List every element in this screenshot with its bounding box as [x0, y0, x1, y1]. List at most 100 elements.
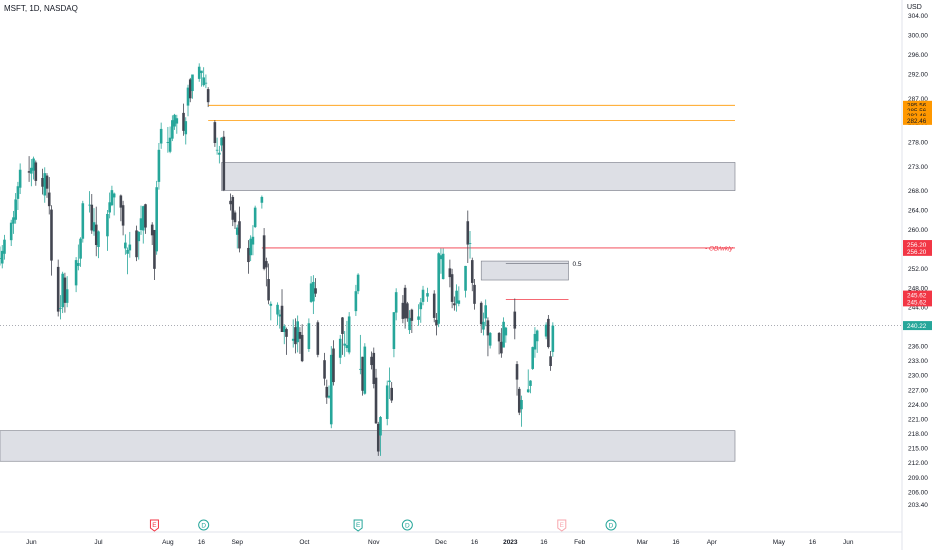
- candle-body: [488, 332, 492, 346]
- candle-body: [153, 229, 156, 269]
- candle-body: [421, 289, 425, 302]
- candle-body: [108, 202, 111, 213]
- y-tick-label: 260.00: [908, 227, 928, 234]
- candle-body: [502, 321, 505, 348]
- candle-body: [372, 352, 376, 384]
- candle-body: [59, 308, 62, 309]
- candle-body: [61, 273, 64, 308]
- candle-body: [276, 304, 279, 315]
- candle-body: [166, 142, 170, 144]
- price-badge: [903, 115, 932, 125]
- candle-body: [403, 287, 407, 319]
- level-label: 0.5: [573, 261, 582, 268]
- candle-body: [262, 235, 266, 269]
- dividend-marker-label: D: [405, 523, 410, 530]
- candle-body: [497, 332, 501, 342]
- y-tick-label: 252.00: [908, 266, 928, 273]
- supply-demand-zone: [0, 430, 736, 462]
- candle-body: [135, 230, 138, 258]
- candle-body: [410, 309, 414, 321]
- earnings-marker: [557, 519, 567, 532]
- candle-body: [173, 114, 176, 127]
- candle-body: [419, 302, 423, 310]
- candle-body: [30, 167, 33, 174]
- x-tick-label: Nov: [368, 539, 380, 546]
- candle-body: [184, 121, 188, 135]
- candle-body: [260, 196, 264, 203]
- candle-body: [435, 319, 438, 326]
- candle-body: [361, 356, 364, 391]
- candle-body: [16, 186, 20, 199]
- candle-body: [92, 222, 96, 232]
- candle-body: [202, 77, 205, 86]
- candle-body: [168, 137, 172, 152]
- candle-body: [376, 423, 380, 452]
- x-tick-label: Dec: [435, 539, 447, 546]
- candle-body: [235, 227, 239, 235]
- y-tick-label: 264.00: [908, 208, 928, 215]
- candle-body: [417, 316, 420, 320]
- candle-body: [468, 243, 472, 244]
- candle-body: [298, 332, 302, 339]
- y-tick-label: 244.00: [908, 305, 928, 312]
- candle-body: [291, 338, 295, 341]
- price-badges: 285.56285.56282.46282.46256.20256.20245.…: [903, 100, 932, 331]
- candle-body: [354, 291, 358, 312]
- candle-body: [45, 175, 49, 189]
- candle-body: [251, 236, 255, 245]
- candle-body: [280, 305, 284, 333]
- candle-body: [267, 279, 270, 301]
- candle-body: [253, 207, 257, 228]
- dividend-marker: [401, 519, 413, 531]
- x-tick-label: Jun: [26, 539, 37, 546]
- candle-body: [106, 213, 109, 237]
- candle-body: [79, 238, 82, 259]
- candle-body: [529, 380, 532, 386]
- earnings-marker-label: E: [356, 522, 361, 529]
- candle-body: [171, 120, 174, 139]
- y-tick-label: 221.00: [908, 416, 928, 423]
- candle-body: [50, 209, 53, 261]
- zones: [0, 162, 736, 462]
- earnings-marker-label: E: [560, 522, 565, 529]
- candle-body: [388, 380, 391, 383]
- candle-body: [439, 255, 443, 260]
- y-tick-label: 296.00: [908, 52, 928, 59]
- candle-body: [345, 345, 349, 349]
- dividend-marker: [605, 519, 617, 531]
- x-tick-label: 16: [672, 539, 680, 546]
- dividend-marker: [198, 519, 210, 531]
- candle-body: [457, 300, 461, 304]
- y-tick-label: 227.00: [908, 387, 928, 394]
- candle-body: [137, 231, 141, 242]
- y-tick-label: 206.00: [908, 489, 928, 496]
- candle-body: [408, 317, 411, 331]
- candle-body: [296, 321, 299, 343]
- y-tick-label: 273.00: [908, 164, 928, 171]
- candle-body: [374, 377, 378, 424]
- candle-body: [159, 128, 163, 144]
- candle-body: [406, 303, 409, 319]
- candle-body: [247, 247, 250, 263]
- candle-body: [515, 364, 519, 380]
- candle-body: [307, 323, 311, 350]
- candle-body: [121, 205, 125, 226]
- candles: [0, 63, 555, 456]
- candle-body: [43, 173, 47, 196]
- candle-body: [124, 242, 127, 249]
- candle-body: [332, 348, 335, 383]
- x-tick-label: 16: [540, 539, 548, 546]
- candle-body: [513, 311, 517, 329]
- candle-body: [141, 206, 145, 231]
- candle-body: [63, 277, 67, 303]
- candle-body: [18, 169, 22, 188]
- candle-body: [182, 112, 185, 131]
- candle-body: [238, 221, 241, 249]
- candle-body: [300, 334, 304, 362]
- x-tick-label: Jul: [94, 539, 103, 546]
- candle-body: [343, 343, 346, 346]
- candle-body: [547, 318, 550, 348]
- candle-body: [3, 239, 6, 254]
